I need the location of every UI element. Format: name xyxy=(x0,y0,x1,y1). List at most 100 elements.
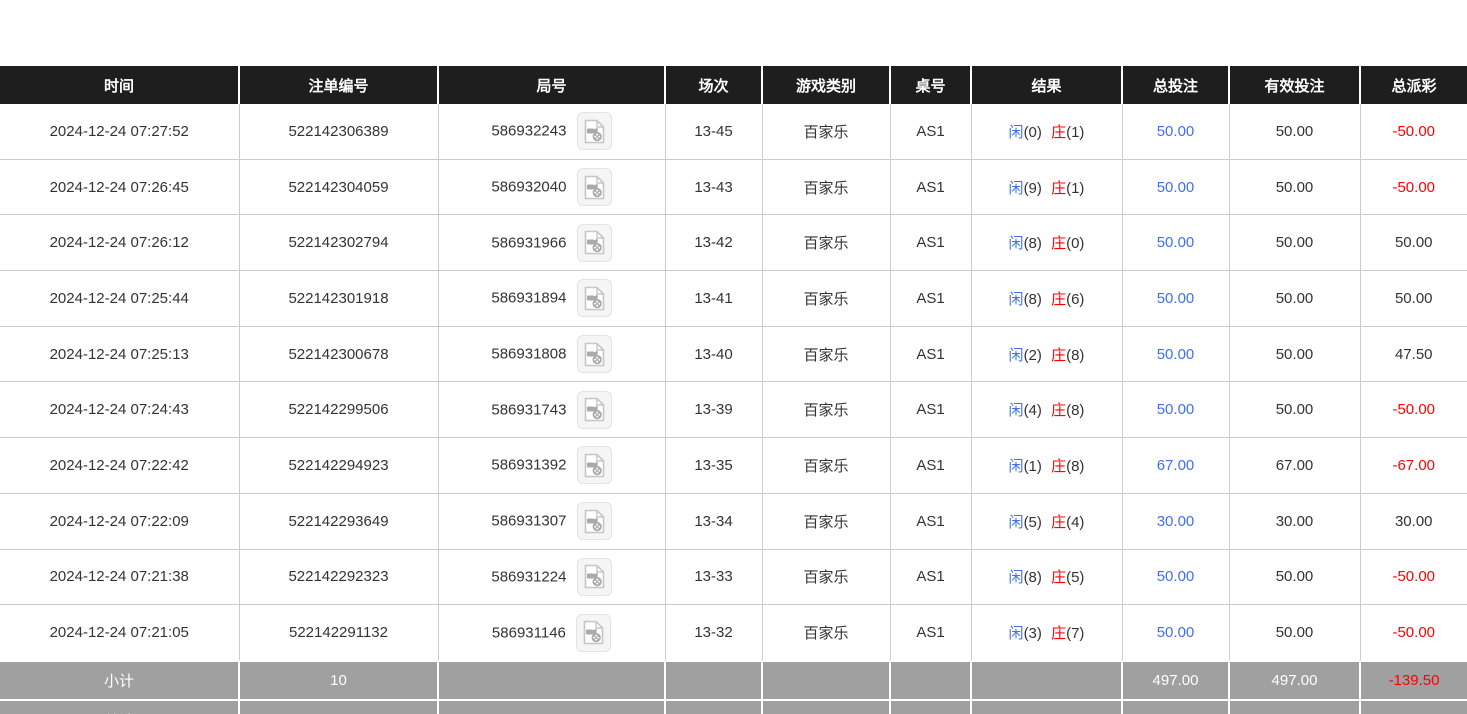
result-player-score: (0) xyxy=(1023,123,1042,141)
cell-game-type: 百家乐 xyxy=(762,381,891,439)
cell-time: 2024-12-24 07:25:44 xyxy=(0,270,240,327)
result-player-label: 闲 xyxy=(1008,457,1024,475)
result-player-score: (5) xyxy=(1023,513,1042,531)
total-row: 总计 10 497.00 497.00 -139.50 xyxy=(0,699,1467,714)
video-playback-icon[interactable] xyxy=(576,613,612,652)
column-header-payout: 总派彩 xyxy=(1360,66,1467,104)
cell-table-no: AS1 xyxy=(890,381,972,439)
table-row: 2024-12-24 07:22:09 522142293649 5869313… xyxy=(0,493,1467,550)
result-player-score: (8) xyxy=(1023,235,1042,253)
cell-table-no: AS1 xyxy=(890,326,972,383)
video-playback-icon[interactable] xyxy=(576,279,612,318)
cell-total-bet: 30.00 xyxy=(1122,493,1230,550)
cell-valid-bet: 50.00 xyxy=(1229,214,1361,272)
result-player-label: 闲 xyxy=(1008,402,1024,420)
round-id-text: 586932243 xyxy=(491,122,567,140)
total-label: 总计 xyxy=(0,699,240,714)
cell-bet-id: 522142291132 xyxy=(239,604,439,662)
cell-result: 闲(2) 庄(8) xyxy=(971,326,1123,383)
column-header-valid-bet: 有效投注 xyxy=(1229,66,1361,104)
cell-valid-bet: 50.00 xyxy=(1229,549,1361,606)
cell-payout: -50.00 xyxy=(1360,604,1467,662)
cell-result: 闲(1) 庄(8) xyxy=(971,437,1123,494)
video-playback-icon[interactable] xyxy=(576,390,612,429)
cell-total-bet: 50.00 xyxy=(1122,214,1230,272)
column-header-session: 场次 xyxy=(665,66,763,104)
cell-session: 13-43 xyxy=(665,159,763,216)
result-player-label: 闲 xyxy=(1008,290,1024,308)
total-empty-round xyxy=(438,699,666,714)
round-id-text: 586932040 xyxy=(491,178,567,196)
cell-game-type: 百家乐 xyxy=(762,104,891,160)
result-player-score: (8) xyxy=(1023,290,1042,308)
video-playback-icon[interactable] xyxy=(576,446,612,485)
table-row: 2024-12-24 07:25:44 522142301918 5869318… xyxy=(0,270,1467,327)
result-banker-label: 庄 xyxy=(1051,346,1067,364)
table-row: 2024-12-24 07:21:38 522142292323 5869312… xyxy=(0,549,1467,606)
cell-table-no: AS1 xyxy=(890,104,972,160)
cell-table-no: AS1 xyxy=(890,159,972,216)
cell-payout: 47.50 xyxy=(1360,326,1467,383)
video-playback-icon[interactable] xyxy=(576,112,612,151)
cell-bet-id: 522142302794 xyxy=(239,214,439,272)
cell-time: 2024-12-24 07:27:52 xyxy=(0,104,240,160)
cell-round-id: 586931392 xyxy=(438,437,666,494)
video-playback-icon[interactable] xyxy=(576,168,612,207)
cell-table-no: AS1 xyxy=(890,549,972,606)
result-banker-label: 庄 xyxy=(1051,290,1067,308)
cell-table-no: AS1 xyxy=(890,270,972,327)
subtotal-empty-round xyxy=(438,659,666,701)
result-banker-label: 庄 xyxy=(1051,625,1067,643)
cell-session: 13-33 xyxy=(665,549,763,606)
result-player-score: (3) xyxy=(1023,625,1042,643)
column-header-time: 时间 xyxy=(0,66,240,104)
cell-round-id: 586931743 xyxy=(438,381,666,439)
cell-bet-id: 522142292323 xyxy=(239,549,439,606)
column-header-bet-id: 注单编号 xyxy=(239,66,439,104)
cell-bet-id: 522142301918 xyxy=(239,270,439,327)
cell-payout: 50.00 xyxy=(1360,270,1467,327)
video-playback-icon[interactable] xyxy=(576,502,612,541)
video-playback-icon[interactable] xyxy=(576,557,612,596)
table-row: 2024-12-24 07:24:43 522142299506 5869317… xyxy=(0,381,1467,439)
cell-game-type: 百家乐 xyxy=(762,493,891,550)
cell-round-id: 586932040 xyxy=(438,159,666,216)
result-player-score: (4) xyxy=(1023,402,1042,420)
result-banker-label: 庄 xyxy=(1051,123,1067,141)
total-total-bet: 497.00 xyxy=(1122,699,1230,714)
table-row: 2024-12-24 07:25:13 522142300678 5869318… xyxy=(0,326,1467,383)
cell-bet-id: 522142293649 xyxy=(239,493,439,550)
cell-total-bet: 50.00 xyxy=(1122,326,1230,383)
result-banker-label: 庄 xyxy=(1051,402,1067,420)
cell-result: 闲(8) 庄(6) xyxy=(971,270,1123,327)
result-player-label: 闲 xyxy=(1008,346,1024,364)
cell-game-type: 百家乐 xyxy=(762,604,891,662)
video-playback-icon[interactable] xyxy=(576,335,612,374)
table-footer: 小计 10 497.00 497.00 -139.50 总计 10 xyxy=(0,659,1467,714)
subtotal-row: 小计 10 497.00 497.00 -139.50 xyxy=(0,659,1467,701)
cell-session: 13-42 xyxy=(665,214,763,272)
cell-payout: -50.00 xyxy=(1360,104,1467,160)
table-row: 2024-12-24 07:22:42 522142294923 5869313… xyxy=(0,437,1467,494)
cell-total-bet: 50.00 xyxy=(1122,104,1230,160)
video-playback-icon[interactable] xyxy=(576,223,612,262)
cell-valid-bet: 50.00 xyxy=(1229,381,1361,439)
cell-round-id: 586931146 xyxy=(438,604,666,662)
result-banker-label: 庄 xyxy=(1051,235,1067,253)
round-id-text: 586931743 xyxy=(491,401,567,419)
cell-result: 闲(3) 庄(7) xyxy=(971,604,1123,662)
subtotal-empty-result xyxy=(971,659,1123,701)
cell-time: 2024-12-24 07:21:05 xyxy=(0,604,240,662)
result-banker-score: (1) xyxy=(1066,179,1085,197)
result-banker-label: 庄 xyxy=(1051,457,1067,475)
column-header-result: 结果 xyxy=(971,66,1123,104)
cell-valid-bet: 67.00 xyxy=(1229,437,1361,494)
result-banker-score: (6) xyxy=(1066,290,1085,308)
subtotal-total-bet: 497.00 xyxy=(1122,659,1230,701)
table-row: 2024-12-24 07:21:05 522142291132 5869311… xyxy=(0,604,1467,662)
table-body: 2024-12-24 07:27:52 522142306389 5869322… xyxy=(0,104,1467,662)
cell-time: 2024-12-24 07:25:13 xyxy=(0,326,240,383)
result-player-label: 闲 xyxy=(1008,513,1024,531)
